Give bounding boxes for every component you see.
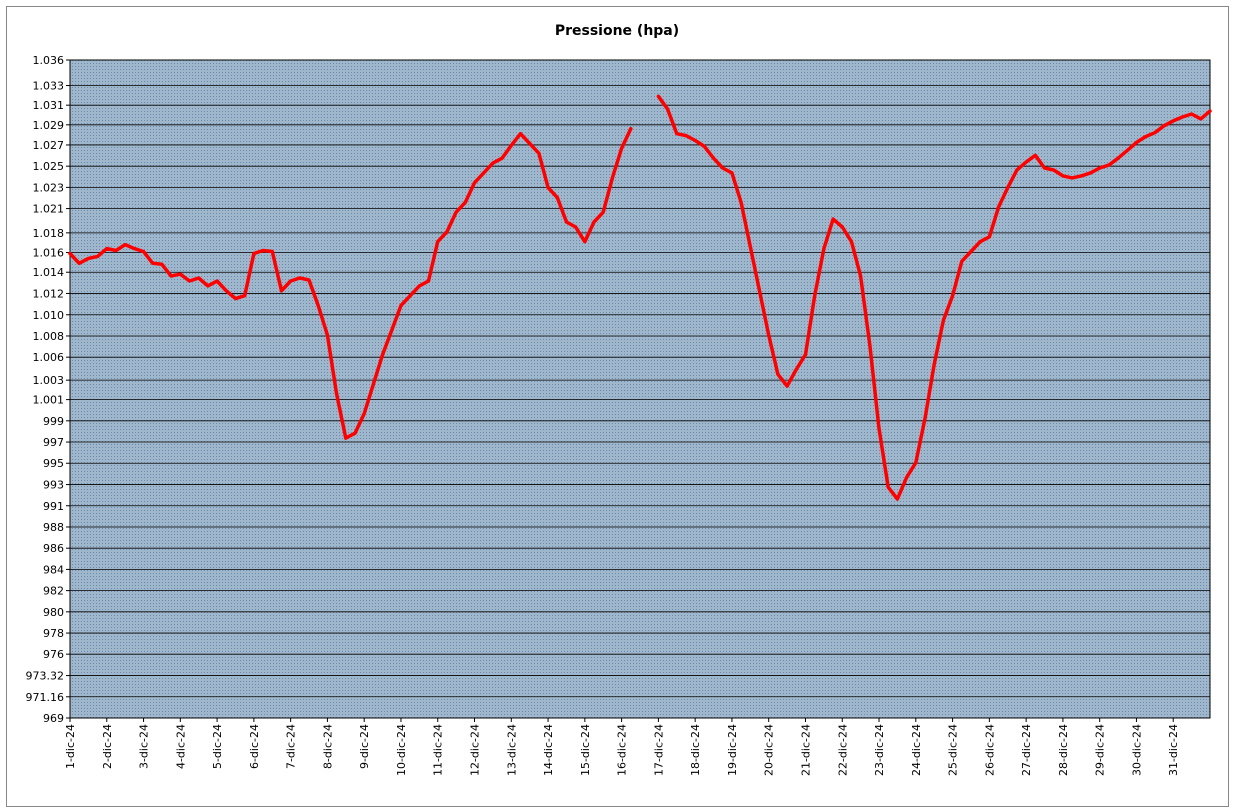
- x-tick-label: 6-dic-24: [248, 724, 261, 769]
- x-tick-label: 15-dic-24: [579, 724, 592, 776]
- x-tick-label: 11-dic-24: [432, 724, 445, 776]
- x-tick-label: 21-dic-24: [799, 724, 812, 776]
- y-tick-label: 969: [43, 712, 64, 725]
- y-tick-label: 1.018: [33, 227, 65, 240]
- y-tick-label: 1.014: [33, 266, 65, 279]
- y-tick-label: 1.023: [33, 181, 65, 194]
- y-tick-label: 1.031: [33, 99, 65, 112]
- y-tick-label: 971.16: [26, 691, 65, 704]
- x-tick-label: 27-dic-24: [1020, 724, 1033, 776]
- y-tick-label: 1.033: [33, 80, 65, 93]
- x-tick-label: 4-dic-24: [174, 724, 187, 769]
- y-tick-label: 1.021: [33, 203, 65, 216]
- x-tick-label: 31-dic-24: [1167, 724, 1180, 776]
- x-tick-label: 7-dic-24: [285, 724, 298, 769]
- x-tick-label: 20-dic-24: [763, 724, 776, 776]
- y-tick-label: 978: [43, 627, 64, 640]
- x-tick-label: 13-dic-24: [505, 724, 518, 776]
- y-tick-label: 997: [43, 436, 64, 449]
- y-tick-label: 1.001: [33, 394, 65, 407]
- y-tick-label: 1.036: [33, 54, 65, 67]
- y-tick-label: 973.32: [26, 670, 65, 683]
- y-tick-label: 1.008: [33, 330, 65, 343]
- x-tick-label: 26-dic-24: [983, 724, 996, 776]
- y-tick-label: 980: [43, 606, 64, 619]
- y-tick-label: 986: [43, 542, 64, 555]
- x-tick-label: 14-dic-24: [542, 724, 555, 776]
- y-tick-label: 1.003: [33, 374, 65, 387]
- plot-area: [69, 59, 1211, 719]
- y-tick-label: 982: [43, 585, 64, 598]
- x-tick-label: 2-dic-24: [101, 724, 114, 769]
- x-tick-label: 28-dic-24: [1057, 724, 1070, 776]
- y-tick-label: 976: [43, 648, 64, 661]
- x-tick-label: 16-dic-24: [616, 724, 629, 776]
- x-tick-label: 8-dic-24: [321, 724, 334, 769]
- y-tick-label: 999: [43, 415, 64, 428]
- y-tick-label: 1.012: [33, 287, 65, 300]
- y-tick-label: 1.025: [33, 160, 65, 173]
- x-tick-label: 22-dic-24: [836, 724, 849, 776]
- x-tick-label: 3-dic-24: [138, 724, 151, 769]
- x-tick-label: 17-dic-24: [652, 724, 665, 776]
- y-tick-label: 1.027: [33, 139, 65, 152]
- x-tick-label: 19-dic-24: [726, 724, 739, 776]
- x-tick-label: 30-dic-24: [1130, 724, 1143, 776]
- x-tick-label: 9-dic-24: [358, 724, 371, 769]
- y-tick-label: 988: [43, 521, 64, 534]
- y-tick-label: 1.010: [33, 309, 65, 322]
- x-tick-label: 24-dic-24: [910, 724, 923, 776]
- y-tick-label: 1.006: [33, 351, 65, 364]
- y-tick-label: 1.016: [33, 246, 65, 259]
- pressure-line: [68, 94, 1212, 501]
- x-tick-label: 1-dic-24: [64, 724, 77, 769]
- x-tick-label: 5-dic-24: [211, 724, 224, 769]
- y-tick-label: 993: [43, 479, 64, 492]
- y-tick-label: 1.029: [33, 119, 65, 132]
- x-tick-label: 23-dic-24: [873, 724, 886, 776]
- y-tick-label: 995: [43, 457, 64, 470]
- chart-title: Pressione (hpa): [555, 23, 679, 39]
- x-tick-label: 12-dic-24: [469, 724, 482, 776]
- x-tick-label: 29-dic-24: [1094, 724, 1107, 776]
- x-tick-label: 18-dic-24: [689, 724, 702, 776]
- y-tick-label: 984: [43, 563, 64, 576]
- x-tick-label: 25-dic-24: [947, 724, 960, 776]
- x-tick-label: 10-dic-24: [395, 724, 408, 776]
- y-tick-label: 991: [43, 500, 64, 513]
